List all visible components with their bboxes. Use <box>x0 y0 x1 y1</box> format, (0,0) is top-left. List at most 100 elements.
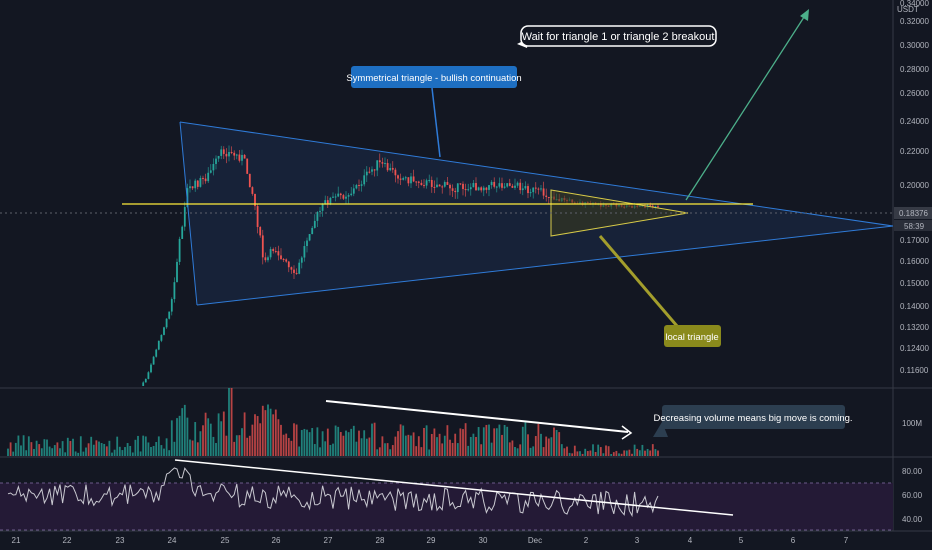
volume-bar <box>332 443 334 456</box>
candle-body <box>207 172 210 182</box>
volume-bar <box>17 435 20 456</box>
volume-bar <box>649 450 652 456</box>
volume-bar <box>417 436 420 456</box>
candle-body <box>168 311 171 319</box>
candle-body <box>196 180 199 187</box>
rsi-trend-line[interactable] <box>174 459 734 516</box>
candle-body <box>165 318 168 328</box>
volume-bar <box>334 425 337 456</box>
volume-bar <box>51 448 54 456</box>
volume-bar <box>339 432 342 456</box>
candle-body <box>415 181 418 183</box>
volume-bar <box>599 447 602 456</box>
triangle-lower-line[interactable] <box>196 225 894 306</box>
volume-bar <box>116 436 119 456</box>
volume-bar <box>584 448 587 456</box>
time-tick-label: 2 <box>584 536 589 545</box>
volume-bar <box>222 411 225 456</box>
candle-body <box>176 261 178 283</box>
candle-body <box>230 152 233 154</box>
volume-bar <box>488 424 490 456</box>
candle-body <box>402 178 405 180</box>
volume-bar <box>254 414 256 456</box>
candle-body <box>308 234 311 241</box>
candle-body <box>651 205 654 207</box>
volume-bar <box>290 440 293 456</box>
local-triangle-label[interactable]: local triangle <box>664 325 721 347</box>
volume-bar <box>347 432 350 456</box>
volume-bar <box>204 412 207 456</box>
current-price-box <box>894 207 932 219</box>
volume-bar <box>246 437 249 456</box>
volume-bar <box>514 446 516 456</box>
candle-body <box>194 180 197 189</box>
candle-body <box>142 382 145 386</box>
candle-body <box>391 167 394 170</box>
candle-body <box>514 185 516 188</box>
candle-body <box>181 226 184 239</box>
current-price-text: 0.18376 <box>899 209 928 218</box>
candle-body <box>480 187 483 191</box>
candle-body <box>285 259 288 262</box>
volume-bar <box>121 450 124 456</box>
volume-bar <box>454 433 457 456</box>
candle-body <box>381 162 384 164</box>
volume-bar <box>82 451 85 456</box>
volume-bar <box>233 441 236 456</box>
volume-bar <box>612 452 615 456</box>
candle-body <box>147 372 150 379</box>
volume-bar <box>199 431 202 456</box>
candle-body <box>212 163 215 171</box>
candle-body <box>412 176 415 182</box>
volume-bar <box>7 448 9 456</box>
volume-bar <box>532 446 535 456</box>
volume-bar <box>563 448 566 456</box>
volume-note-label[interactable]: Decreasing volume means big move is comi… <box>653 405 853 429</box>
volume-bar <box>53 445 56 456</box>
volume-bar <box>152 445 155 456</box>
candle-body <box>436 184 438 188</box>
volume-bar <box>217 413 220 456</box>
volume-bar <box>610 453 613 456</box>
volume-bar <box>506 426 509 456</box>
triangle-left-edge[interactable] <box>179 121 198 306</box>
volume-bar <box>605 445 607 456</box>
sym-triangle-label[interactable]: Symmetrical triangle - bullish continuat… <box>346 66 522 88</box>
price-tick-label: 0.17000 <box>900 236 929 245</box>
volume-bar <box>589 450 592 456</box>
volume-bar <box>519 444 522 456</box>
triangle-upper-line[interactable] <box>179 121 894 227</box>
volume-bar <box>638 450 641 456</box>
volume-bar <box>636 448 639 456</box>
volume-bar <box>436 437 438 456</box>
candle-body <box>389 167 392 171</box>
price-tick-label: 0.22000 <box>900 147 929 156</box>
volume-bar <box>534 436 537 456</box>
breakout-arrow-line[interactable] <box>685 13 807 201</box>
time-tick-label: 7 <box>844 536 849 545</box>
volume-bar <box>586 451 589 456</box>
candle-body <box>371 169 373 172</box>
volume-bar <box>480 444 483 456</box>
volume-bar <box>579 451 581 456</box>
candle-body <box>170 299 173 312</box>
volume-bar <box>173 441 176 456</box>
candle-body <box>459 183 462 185</box>
candle-body <box>545 195 548 198</box>
volume-bars <box>7 388 659 456</box>
top-note-box <box>520 25 717 47</box>
volume-bar <box>358 430 360 456</box>
candle-body <box>160 334 163 341</box>
candle-body <box>498 183 501 187</box>
time-axis[interactable]: 21 22 23 24 25 26 27 28 29 30 Dec 2 3 4 5 6 7 <box>12 536 849 545</box>
top-note-label[interactable]: Wait for triangle 1 or triangle 2 breako… <box>520 25 717 47</box>
volume-bar <box>355 441 358 456</box>
volume-trend-line[interactable] <box>325 400 629 433</box>
volume-tick-label: 100M <box>902 419 922 428</box>
candle-body <box>488 185 490 190</box>
volume-bar <box>163 448 165 456</box>
volume-bar <box>144 436 147 456</box>
candle-body <box>425 180 428 186</box>
